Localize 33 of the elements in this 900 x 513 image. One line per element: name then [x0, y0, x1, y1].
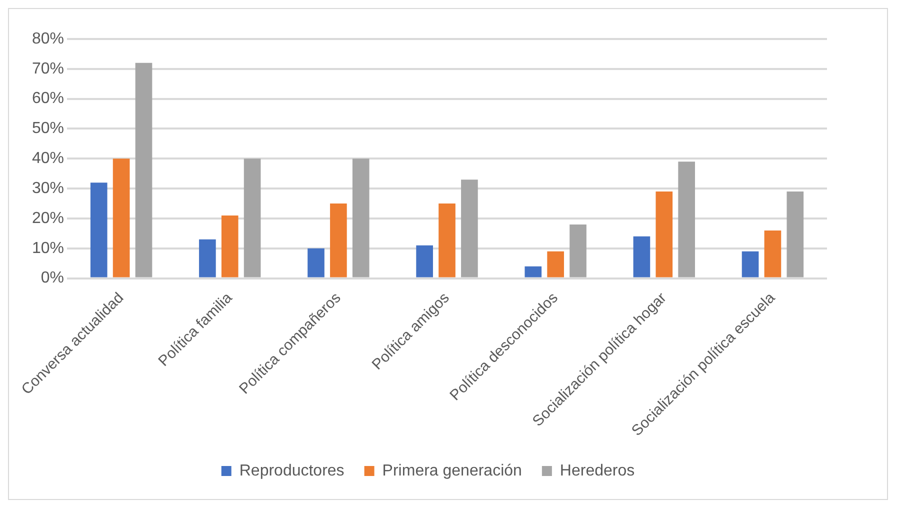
y-tick-label: 30%	[32, 180, 64, 197]
bar	[221, 215, 238, 278]
bar	[633, 236, 650, 278]
bar	[786, 192, 804, 278]
bar	[570, 224, 586, 278]
bar	[524, 266, 542, 278]
bar	[112, 158, 130, 278]
bar	[438, 204, 456, 278]
bar	[330, 204, 347, 278]
bar	[135, 62, 152, 278]
y-tick-label: 20%	[32, 210, 64, 227]
y-tick-label: 70%	[32, 60, 64, 78]
bar	[308, 248, 324, 278]
y-tick-label: 10%	[32, 240, 64, 257]
bar	[764, 230, 782, 278]
y-tick-label: 80%	[32, 30, 64, 48]
bar	[742, 251, 759, 278]
legend-label: Herederos	[560, 462, 635, 480]
bar	[461, 180, 478, 278]
bar	[547, 251, 564, 278]
bar	[416, 245, 433, 278]
bar	[199, 239, 216, 278]
bar	[678, 162, 695, 278]
y-tick-label: 50%	[32, 120, 64, 138]
bar	[90, 182, 108, 278]
bar	[244, 158, 261, 278]
bar	[352, 158, 370, 278]
bar	[656, 192, 673, 278]
y-tick-label: 60%	[32, 90, 64, 108]
y-tick-label: 0%	[40, 270, 64, 287]
y-tick-label: 40%	[32, 150, 64, 168]
legend-label: Reproductores	[239, 462, 344, 480]
legend-label: Primera generación	[382, 462, 522, 480]
